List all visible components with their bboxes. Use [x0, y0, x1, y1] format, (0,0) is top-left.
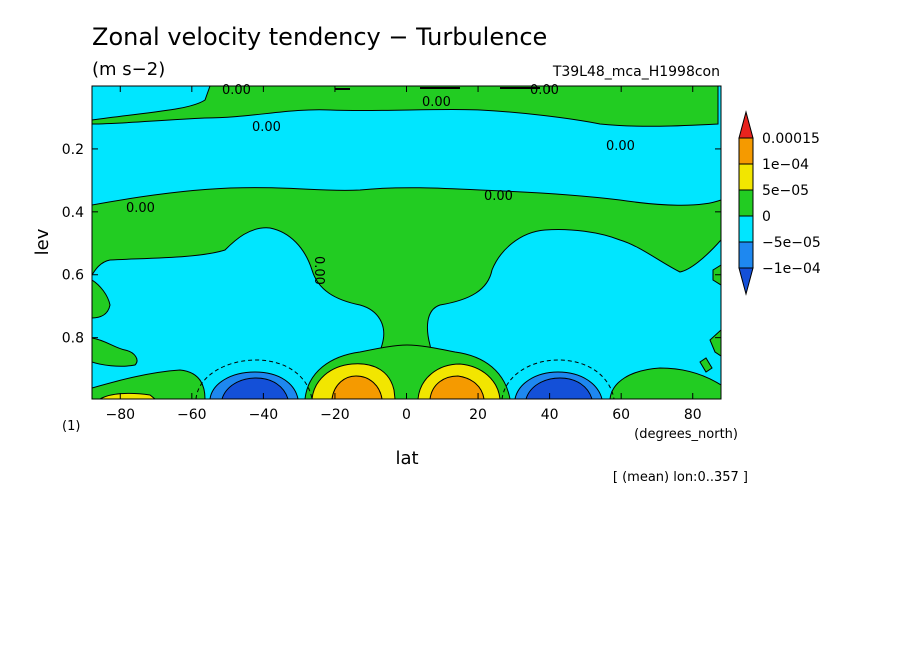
fill-bottom-band: [92, 369, 206, 399]
contour-label: 0.00: [252, 120, 281, 135]
x-tick-label: 0: [402, 407, 411, 423]
colorbar-label: 1e−04: [762, 157, 809, 173]
y-tick-label: 0.8: [62, 331, 84, 347]
units-label: (m s−2): [92, 59, 165, 80]
contour-label: 0.00: [422, 95, 451, 110]
contour-label: 0.00: [311, 256, 326, 285]
colorbar-label: 5e−05: [762, 183, 809, 199]
y-axis: 0.2 0.4 0.6 0.8: [62, 142, 721, 347]
x-axis-label: lat: [395, 448, 418, 469]
colorbar-label: −5e−05: [762, 235, 821, 251]
y-axis-label: lev: [32, 228, 53, 255]
neg-contour-south: [195, 359, 313, 399]
x-axis: −80 −60 −40 −20 0 20 40 60 80: [105, 86, 702, 423]
fill-left-low-patch: [92, 337, 138, 367]
contour-label: 0.00: [606, 139, 635, 154]
colorbar-arrow-bottom: [738, 267, 754, 296]
y-units: (1): [62, 419, 80, 434]
contour-label: 0.00: [126, 201, 155, 216]
x-tick-label: 80: [684, 407, 702, 423]
y-tick-label: 0.6: [62, 268, 84, 284]
y-tick-label: 0.2: [62, 142, 84, 158]
y-tick-label: 0.4: [62, 205, 84, 221]
contour-label: 0.00: [484, 189, 513, 204]
fill-mid-band: [92, 187, 721, 381]
colorbar-label: −1e−04: [762, 261, 821, 277]
contour-field: [92, 86, 721, 399]
colorbar-swatch: [738, 189, 754, 217]
x-tick-label: 40: [541, 407, 559, 423]
x-tick-label: −40: [249, 407, 279, 423]
fill-neg-core-north: [525, 377, 593, 399]
colorbar: 0.00015 1e−04 5e−05 0 −5e−05 −1e−04: [738, 110, 821, 296]
colorbar-swatch: [738, 163, 754, 191]
fill-pos-south-edge: [99, 392, 156, 399]
x-tick-label: −60: [177, 407, 207, 423]
colorbar-swatch: [738, 241, 754, 269]
fill-pos-core-south: [331, 375, 383, 399]
run-label: T39L48_mca_H1998con: [552, 64, 720, 80]
colorbar-swatch: [738, 215, 754, 243]
contour-labels: 0.00 0.00 0.00 0.00 0.00 0.00 0.00 0.00: [126, 83, 635, 285]
neg-contour-north: [501, 359, 615, 399]
contour-top-detail: [335, 87, 540, 90]
fill-left-patch: [92, 279, 111, 319]
fill-right-patch-3: [709, 329, 721, 357]
colorbar-label: 0: [762, 209, 771, 225]
x-units: (degrees_north): [634, 427, 738, 442]
chart-title: Zonal velocity tendency − Turbulence: [92, 23, 547, 51]
x-tick-label: 60: [612, 407, 630, 423]
footer-note: [ (mean) lon:0..357 ]: [613, 470, 748, 485]
fill-neg-core-south: [221, 377, 289, 399]
contour-label: 0.00: [530, 83, 559, 98]
colorbar-arrow-top: [738, 110, 754, 139]
x-tick-label: −80: [105, 407, 135, 423]
colorbar-label: 0.00015: [762, 131, 820, 147]
fill-pos-core-north: [429, 375, 485, 399]
fill-right-patch-2: [699, 357, 713, 373]
colorbar-swatch: [738, 137, 754, 165]
x-tick-label: 20: [469, 407, 487, 423]
contour-label: 0.00: [222, 83, 251, 98]
fill-upper-band: [92, 86, 719, 127]
fill-bottom-band-right: [609, 367, 721, 399]
x-tick-label: −20: [320, 407, 350, 423]
